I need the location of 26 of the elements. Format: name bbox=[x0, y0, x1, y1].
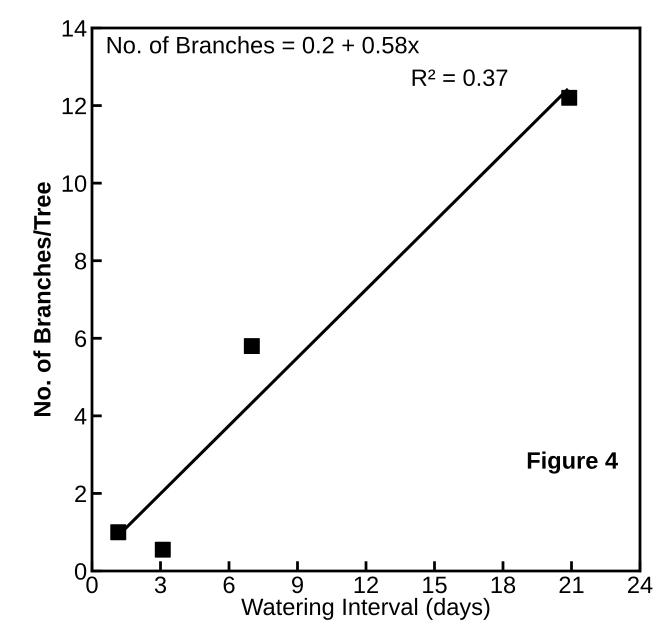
y-tick-label: 6 bbox=[75, 330, 86, 348]
y-tick-label: 2 bbox=[75, 485, 86, 502]
y-axis-title: No. of Branches/Tree bbox=[33, 182, 51, 416]
x-tick-label: 18 bbox=[492, 576, 516, 594]
y-tick-label: 0 bbox=[74, 563, 86, 580]
annotation: Figure 4 bbox=[528, 452, 618, 474]
y-tick-label: 14 bbox=[62, 20, 86, 37]
y-tick-label: 8 bbox=[75, 252, 86, 270]
point bbox=[110, 524, 126, 540]
x-tick-label: 21 bbox=[560, 576, 584, 593]
annotation: R² = 0.37 bbox=[412, 69, 508, 86]
point bbox=[244, 338, 260, 354]
y-tick-label: 10 bbox=[62, 175, 86, 192]
x-tick-label: 9 bbox=[292, 576, 303, 594]
annotation: No. of Branches = 0.2 + 0.58x bbox=[108, 36, 420, 54]
x-tick-label: 3 bbox=[154, 576, 166, 594]
point bbox=[561, 90, 578, 106]
x-tick-label: 0 bbox=[86, 576, 98, 594]
x-tick-label: 12 bbox=[354, 576, 378, 593]
y-tick-label: 12 bbox=[62, 98, 86, 114]
x-tick-label: 24 bbox=[628, 576, 652, 593]
point bbox=[154, 542, 171, 558]
x-tick-label: 15 bbox=[423, 576, 447, 594]
y-tick-label: 4 bbox=[74, 408, 86, 424]
x-axis-title: Watering Interval (days) bbox=[241, 598, 490, 620]
x-tick-label: 6 bbox=[224, 576, 235, 594]
